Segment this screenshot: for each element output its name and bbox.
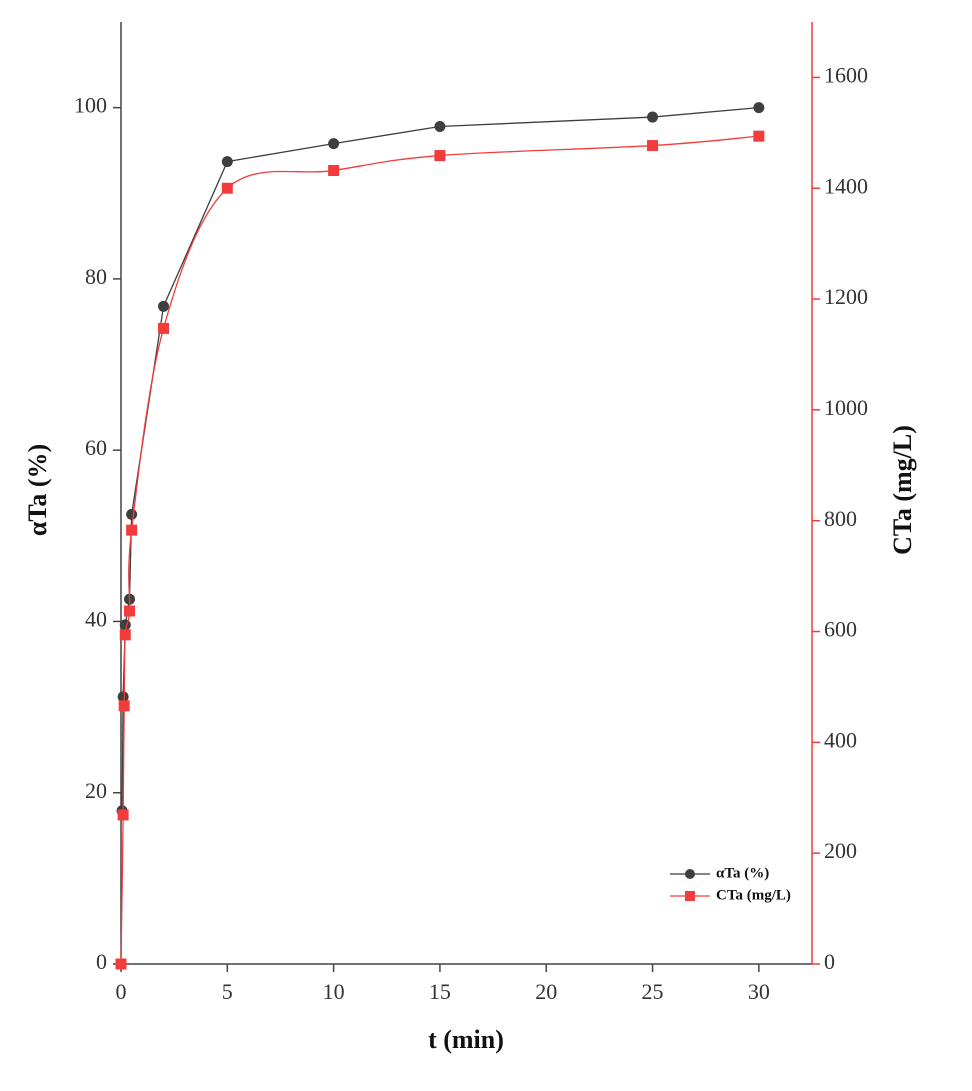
y-tick-label: 40 — [85, 607, 107, 632]
y-tick-label: 0 — [96, 949, 107, 974]
data-point — [221, 156, 233, 168]
data-point — [434, 150, 446, 162]
data-point — [753, 130, 765, 142]
x-tick-label: 30 — [748, 979, 770, 1004]
y2-tick-label: 1000 — [824, 395, 868, 420]
legend-marker — [685, 891, 695, 901]
y-axis-label: αTa (%) — [23, 444, 52, 536]
series-line — [120, 135, 759, 965]
data-point — [126, 508, 138, 520]
data-point — [434, 120, 446, 132]
data-point — [117, 809, 129, 821]
x-tick-label: 25 — [642, 979, 664, 1004]
legend-label: αTa (%) — [716, 865, 769, 881]
y2-tick-label: 1400 — [824, 173, 868, 198]
data-point — [221, 182, 233, 194]
y2-tick-label: 800 — [824, 506, 857, 531]
x-tick-label: 20 — [535, 979, 557, 1004]
data-point — [124, 605, 136, 617]
y2-tick-label: 200 — [824, 838, 857, 863]
y-tick-label: 60 — [85, 435, 107, 460]
y2-tick-label: 400 — [824, 727, 857, 752]
x-axis-label: t (min) — [428, 1025, 504, 1054]
x-tick-label: 10 — [323, 979, 345, 1004]
data-point — [158, 300, 170, 312]
data-point — [328, 138, 340, 150]
data-point — [117, 691, 129, 703]
data-point — [126, 524, 138, 536]
y2-tick-label: 1200 — [824, 284, 868, 309]
y-tick-label: 20 — [85, 778, 107, 803]
data-point — [647, 111, 659, 123]
x-tick-label: 15 — [429, 979, 451, 1004]
data-point — [118, 700, 130, 712]
data-point — [119, 629, 131, 641]
data-point — [753, 102, 765, 114]
legend-marker — [685, 869, 695, 879]
y2-tick-label: 600 — [824, 617, 857, 642]
y-tick-label: 80 — [85, 264, 107, 289]
data-point — [647, 140, 659, 152]
data-point — [115, 958, 127, 970]
y2-tick-label: 1600 — [824, 62, 868, 87]
legend-label: CTa (mg/L) — [716, 887, 791, 903]
y-tick-label: 100 — [74, 93, 107, 118]
y2-axis-label: CTa (mg/L) — [888, 425, 917, 555]
series-line — [121, 106, 759, 811]
x-tick-label: 0 — [116, 979, 127, 1004]
data-point — [158, 322, 170, 334]
x-tick-label: 5 — [222, 979, 233, 1004]
data-point — [328, 165, 340, 177]
y2-tick-label: 0 — [824, 949, 835, 974]
